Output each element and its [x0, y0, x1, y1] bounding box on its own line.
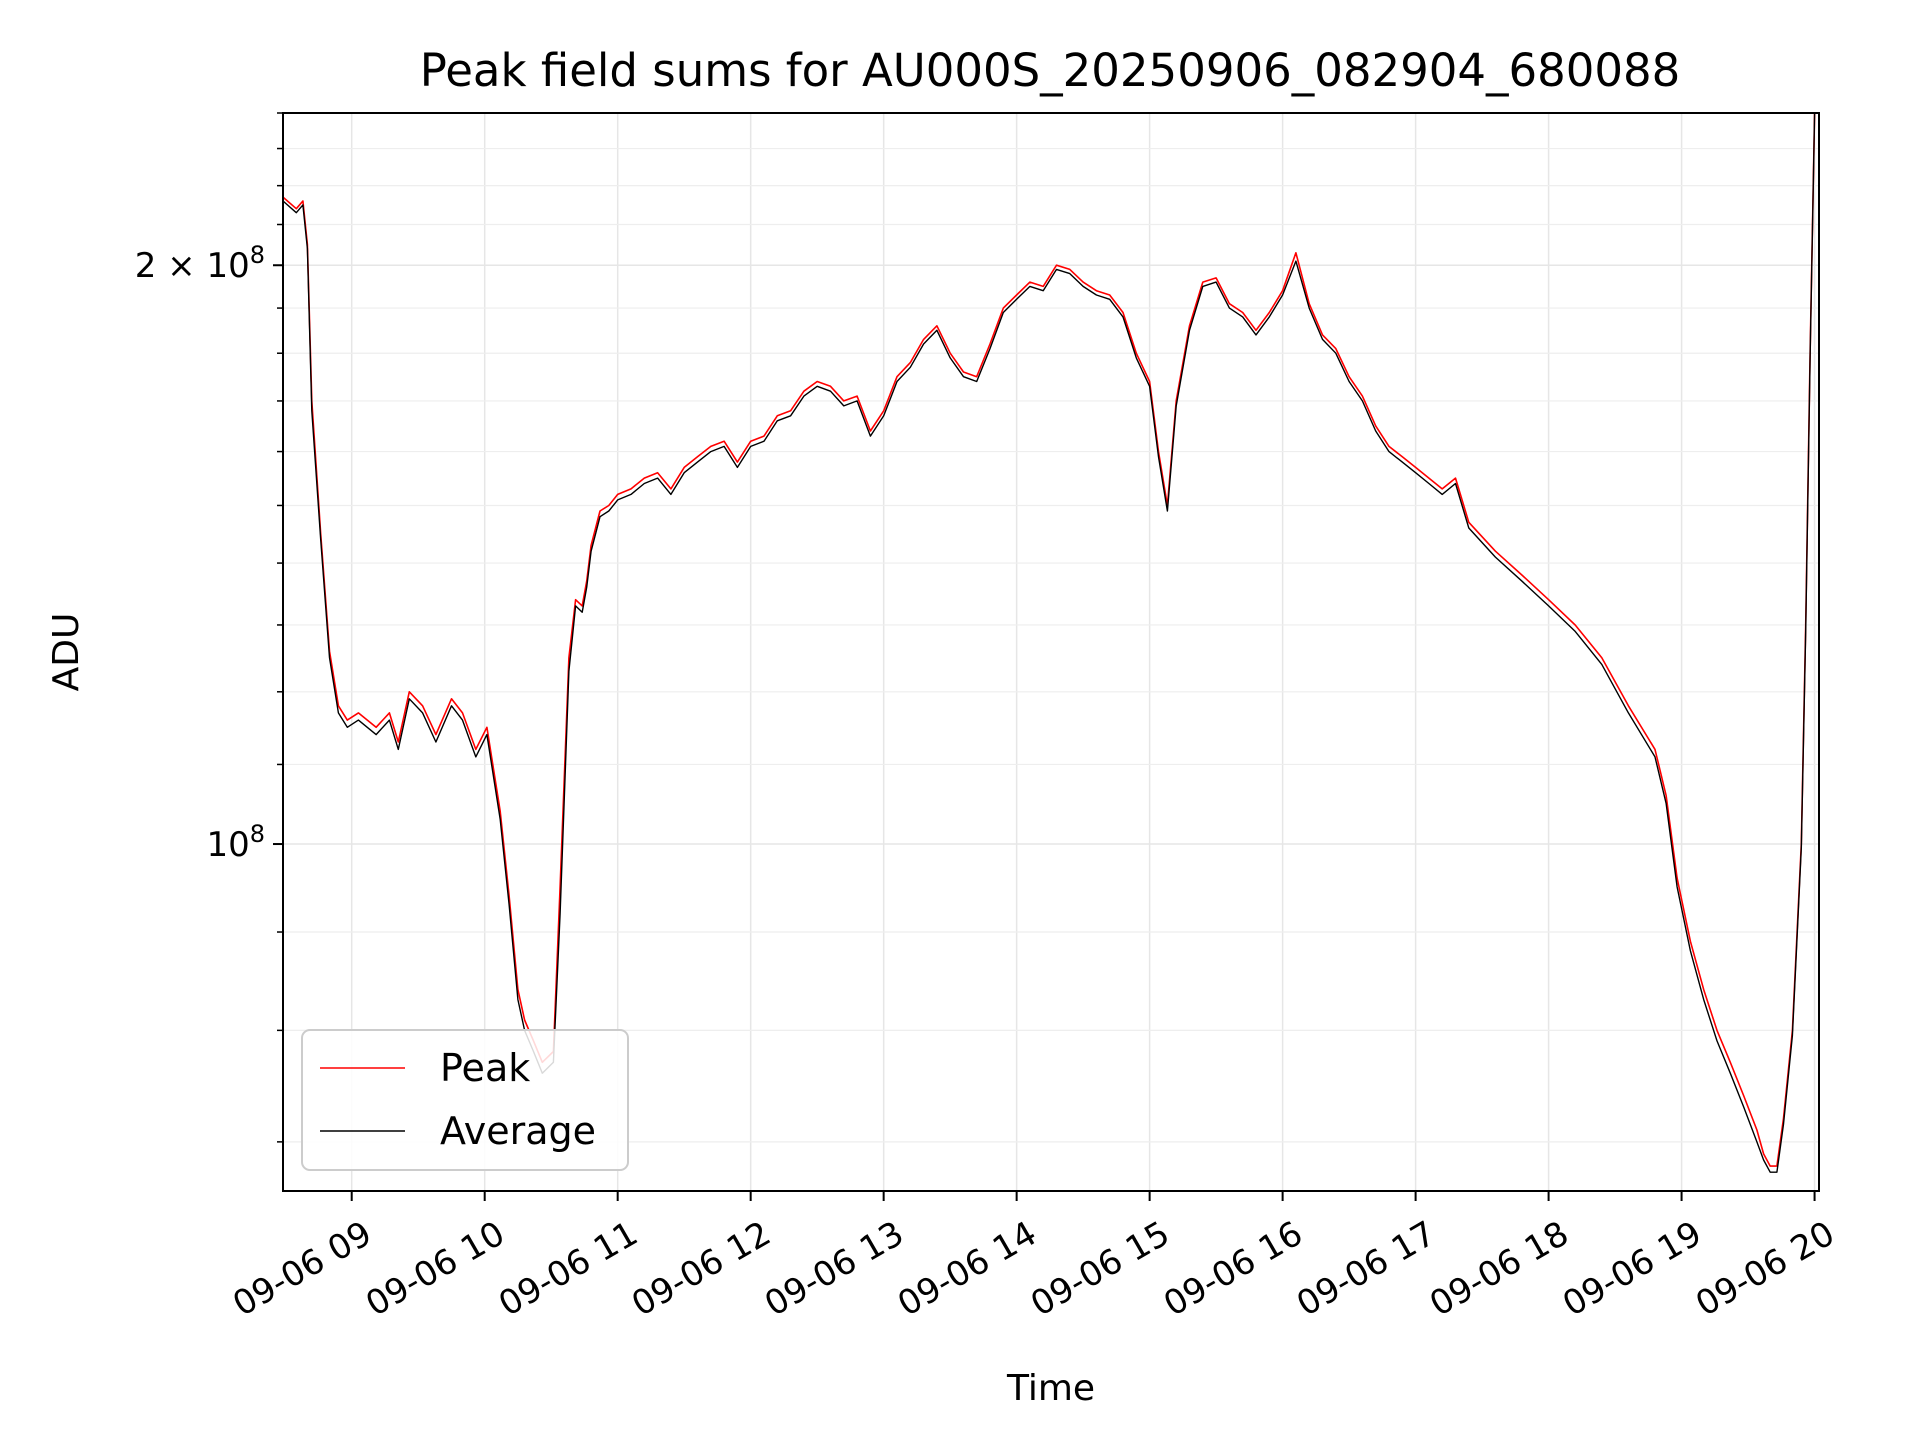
legend-label-average: Average — [440, 1109, 596, 1153]
y-axis: 108 2 × 108 — [135, 112, 283, 1143]
chart-title: Peak field sums for AU000S_20250906_0829… — [420, 44, 1681, 97]
legend: Peak Average — [301, 1029, 629, 1171]
legend-label-peak: Peak — [440, 1046, 530, 1090]
grid-lines — [283, 112, 1819, 1191]
y-tick-label: 108 — [206, 820, 265, 865]
y-axis-label: ADU — [46, 613, 87, 692]
series-line-average — [282, 112, 1816, 1173]
axes-frame — [282, 112, 1820, 1192]
y-tick-label: 2 × 108 — [135, 241, 265, 286]
series-line-peak — [282, 112, 1816, 1167]
x-axis-label: Time — [1006, 1368, 1095, 1409]
legend-box — [301, 1029, 629, 1171]
plot-area — [282, 112, 1816, 1173]
